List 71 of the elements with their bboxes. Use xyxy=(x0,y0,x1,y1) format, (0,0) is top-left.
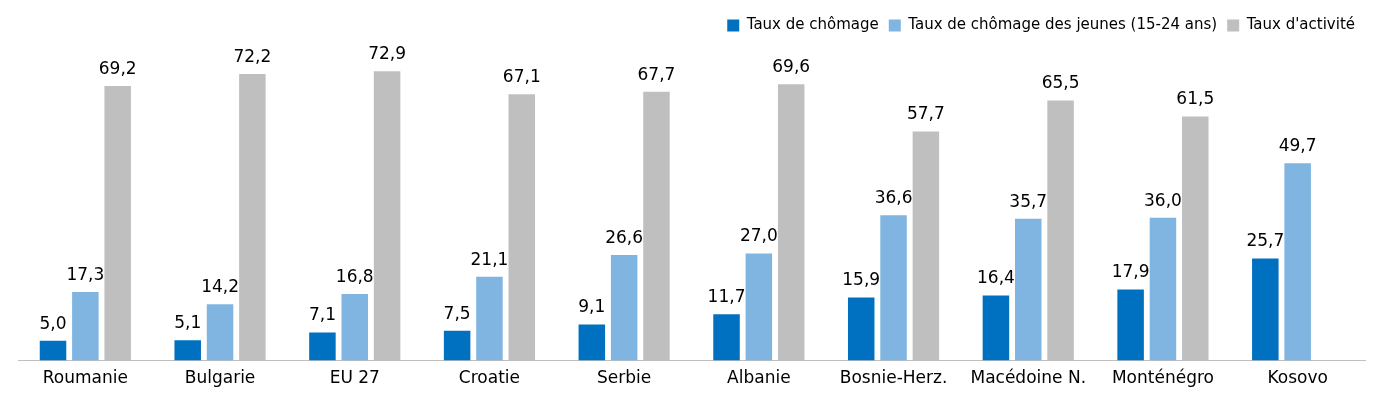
bar xyxy=(1284,163,1311,361)
bar xyxy=(72,291,99,361)
data-label: 7,1 xyxy=(308,304,336,325)
bar xyxy=(1182,116,1209,361)
bar xyxy=(309,332,336,361)
legend-label: Taux d'activité xyxy=(1245,15,1355,34)
bar xyxy=(610,255,638,361)
x-tick-label: Serbie xyxy=(597,367,652,388)
bar xyxy=(239,73,266,361)
x-tick-label: Bulgarie xyxy=(184,367,256,388)
x-tick-label: Monténégro xyxy=(1111,367,1214,388)
data-label: 17,9 xyxy=(1111,261,1150,282)
x-tick-label: Macédoine N. xyxy=(970,367,1087,388)
data-label: 69,6 xyxy=(772,56,811,77)
bar xyxy=(104,85,131,361)
x-tick-label: Albanie xyxy=(727,367,791,388)
data-label: 5,0 xyxy=(39,312,67,333)
bar xyxy=(1149,217,1177,361)
bar xyxy=(713,314,740,361)
data-label: 11,7 xyxy=(707,286,746,307)
data-label: 16,8 xyxy=(335,265,374,286)
bar xyxy=(1047,100,1074,361)
bar xyxy=(373,71,401,361)
data-label: 17,3 xyxy=(66,263,105,284)
bar xyxy=(1252,258,1279,361)
data-label: 15,9 xyxy=(842,269,881,290)
bar xyxy=(39,340,67,361)
x-tick-label: EU 27 xyxy=(329,367,380,388)
data-label: 67,7 xyxy=(637,63,676,84)
data-label: 57,7 xyxy=(906,103,945,124)
data-label: 5,1 xyxy=(174,312,202,333)
bar xyxy=(174,340,201,361)
data-label: 65,5 xyxy=(1041,72,1080,93)
bar xyxy=(1015,218,1042,361)
bar xyxy=(341,293,368,361)
bar xyxy=(443,330,471,361)
bar xyxy=(643,91,670,361)
legend-label: Taux de chômage xyxy=(745,15,879,34)
data-label: 36,0 xyxy=(1144,189,1182,210)
legend-label: Taux de chômage des jeunes (15-24 ans) xyxy=(907,15,1218,34)
data-label: 25,7 xyxy=(1246,230,1285,251)
data-label: 27,0 xyxy=(739,225,778,246)
data-label: 36,6 xyxy=(874,187,913,208)
bar xyxy=(912,131,940,361)
data-label: 16,4 xyxy=(976,267,1015,288)
bar xyxy=(578,324,606,361)
bar xyxy=(982,295,1010,361)
data-label: 9,1 xyxy=(578,296,606,317)
bar xyxy=(508,94,536,361)
data-label: 72,2 xyxy=(233,45,272,66)
data-label: 67,1 xyxy=(502,66,541,87)
bar xyxy=(847,297,875,361)
data-label: 21,1 xyxy=(470,248,509,269)
bar xyxy=(1117,289,1144,361)
data-label: 26,6 xyxy=(605,226,644,247)
bar xyxy=(476,276,503,361)
data-label: 69,2 xyxy=(98,57,137,78)
data-label: 49,7 xyxy=(1278,135,1317,156)
data-label: 7,5 xyxy=(443,302,471,323)
data-label: 72,9 xyxy=(368,43,407,64)
data-label: 61,5 xyxy=(1176,88,1215,109)
bar xyxy=(745,253,773,361)
x-tick-label: Kosovo xyxy=(1267,367,1328,388)
data-label: 14,2 xyxy=(201,276,239,297)
x-tick-label: Croatie xyxy=(458,367,521,388)
bar xyxy=(206,304,234,361)
x-tick-label: Bosnie-Herz. xyxy=(839,367,948,388)
data-label: 35,7 xyxy=(1009,190,1048,211)
x-tick-label: Roumanie xyxy=(42,367,128,388)
bar xyxy=(880,215,907,361)
bar xyxy=(777,84,805,361)
